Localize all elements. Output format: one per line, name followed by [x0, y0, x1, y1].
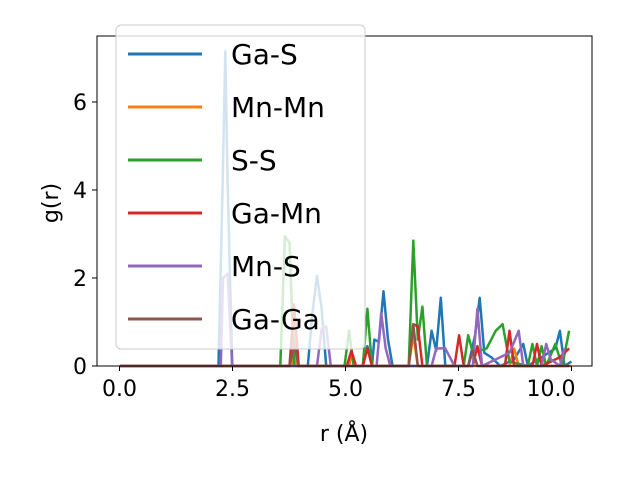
y-tick-label: 4 — [73, 179, 87, 204]
y-axis: 0 2 4 6 g(r) — [39, 91, 97, 380]
y-tick-label: 2 — [73, 267, 87, 292]
legend-label-ga-ga: Ga-Ga — [231, 303, 320, 336]
legend-label-ga-mn: Ga-Mn — [231, 197, 322, 230]
legend-label-mn-mn: Mn-Mn — [231, 91, 325, 124]
x-tick-label: 7.5 — [441, 377, 476, 402]
legend-label-mn-s: Mn-S — [231, 250, 301, 283]
x-tick-label: 5.0 — [328, 377, 363, 402]
y-tick-label: 0 — [73, 355, 87, 380]
legend: Ga-S Mn-Mn S-S Ga-Mn Mn-S Ga-Ga — [115, 24, 366, 350]
legend-label-s-s: S-S — [231, 144, 277, 177]
y-axis-label: g(r) — [39, 183, 64, 223]
y-tick-label: 6 — [73, 91, 87, 116]
legend-label-ga-s: Ga-S — [231, 38, 298, 71]
series-line-ga-ga — [119, 322, 570, 368]
x-axis: 0.0 2.5 5.0 7.5 10.0 r (Å) — [102, 366, 575, 447]
x-tick-label: 2.5 — [215, 377, 250, 402]
legend-items: Ga-S Mn-Mn S-S Ga-Mn Mn-S Ga-Ga — [128, 38, 325, 336]
x-tick-label: 10.0 — [527, 377, 576, 402]
x-axis-label: r (Å) — [320, 420, 368, 447]
x-tick-label: 0.0 — [102, 377, 137, 402]
legend-box — [115, 24, 366, 350]
